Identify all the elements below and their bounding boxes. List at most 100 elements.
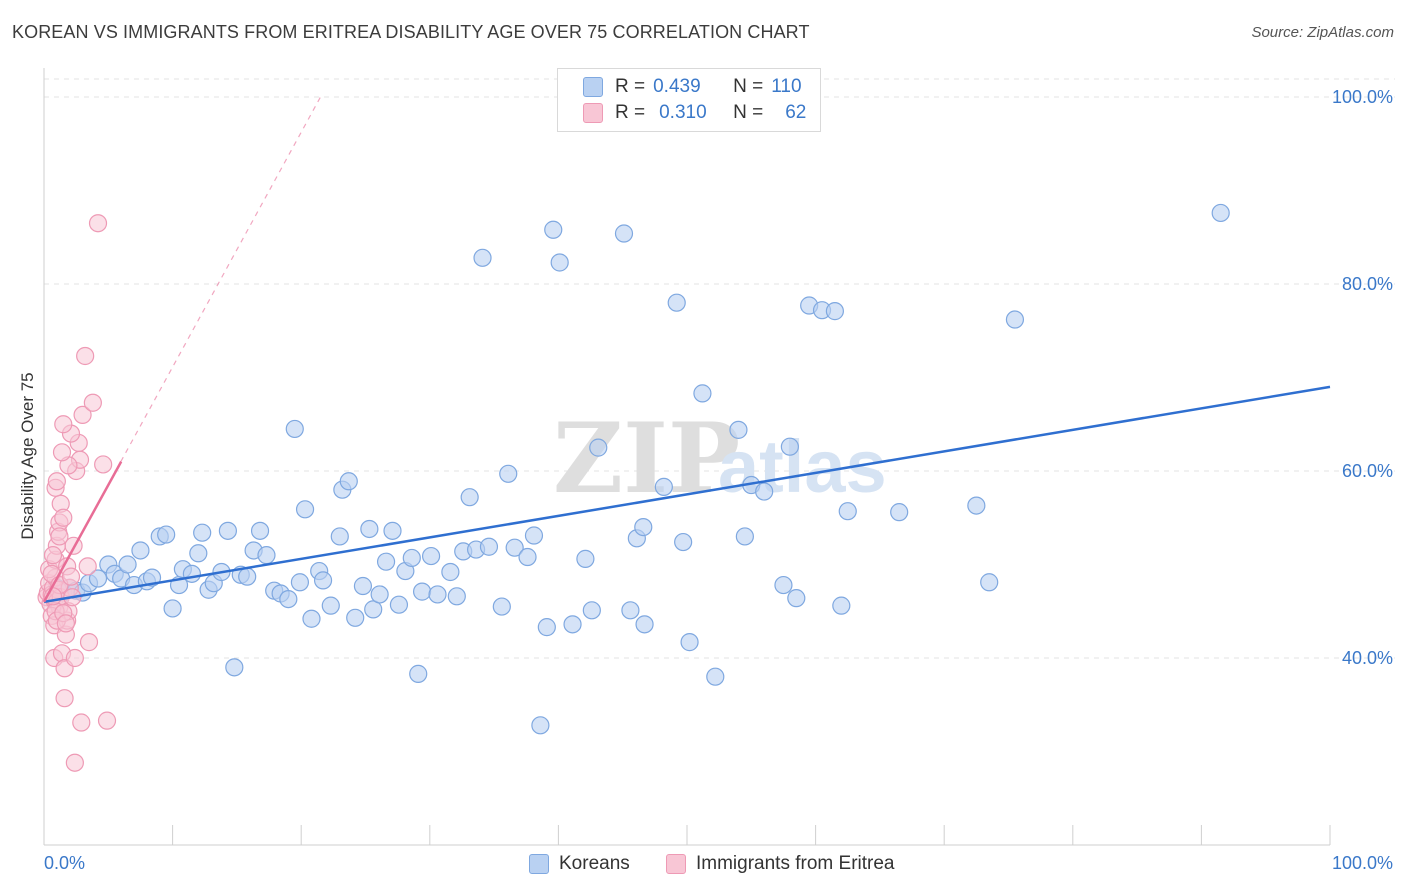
eritrea-point <box>54 508 73 527</box>
korean-point <box>563 615 582 634</box>
korean-point <box>693 384 712 403</box>
korean-point <box>346 608 365 627</box>
korean-point <box>360 519 379 539</box>
legend-swatch-eritrea <box>583 103 603 123</box>
korean-point <box>537 618 556 637</box>
eritrea-point <box>61 567 81 586</box>
korean-point <box>295 500 315 519</box>
korean-point <box>729 420 748 439</box>
y-tick-label: 80.0% <box>1342 274 1393 294</box>
korean-point <box>544 220 563 239</box>
legend-box: R = 0.439 N = 110 R = 0.310 N = 62 <box>557 68 821 132</box>
watermark: ZIP <box>553 402 740 515</box>
korean-point <box>131 541 150 560</box>
korean-point <box>492 597 511 616</box>
legend-n-value: 62 <box>785 102 807 123</box>
korean-point <box>780 437 799 456</box>
legend-swatch-koreans <box>583 77 603 97</box>
korean-point <box>832 596 851 615</box>
korean-point <box>290 573 310 592</box>
korean-point <box>250 521 270 540</box>
eritrea-point <box>55 689 74 708</box>
korean-point <box>402 548 421 568</box>
y-tick-label: 60.0% <box>1342 461 1393 481</box>
korean-point <box>88 569 108 588</box>
korean-point <box>193 523 212 542</box>
korean-point <box>890 503 909 522</box>
korean-point <box>531 716 550 735</box>
korean-point <box>674 532 693 552</box>
korean-point <box>614 224 634 243</box>
korean-point <box>473 248 492 267</box>
korean-point <box>409 664 428 683</box>
korean-point <box>163 599 182 618</box>
y-tick-label: 40.0% <box>1342 648 1393 668</box>
korean-point <box>142 568 162 587</box>
korean-point <box>550 253 569 272</box>
bottom-swatch-koreans <box>529 854 549 874</box>
legend-r-value: 0.310 <box>659 102 707 123</box>
legend-n-value: 110 <box>771 76 802 97</box>
bottom-legend-label: Immigrants from Eritrea <box>696 853 895 874</box>
eritrea-point <box>43 546 63 565</box>
eritrea-point <box>94 455 113 474</box>
korean-point <box>667 293 686 312</box>
legend-row-koreans: R = 0.439 N = 110 <box>583 75 802 99</box>
bottom-legend-label: Koreans <box>559 853 630 874</box>
korean-point <box>576 549 595 568</box>
korean-point <box>634 517 653 537</box>
korean-point <box>218 521 237 540</box>
bottom-legend-koreans: Koreans <box>529 852 630 876</box>
korean-point <box>421 546 441 566</box>
korean-trendline <box>43 385 1331 604</box>
eritrea-point <box>54 415 73 434</box>
korean-point <box>825 302 844 321</box>
korean-point <box>735 527 754 546</box>
korean-point <box>279 589 298 609</box>
eritrea-point <box>52 443 72 462</box>
korean-point <box>225 658 244 677</box>
korean-point <box>479 537 499 556</box>
korean-point <box>189 544 208 563</box>
korean-point <box>582 601 601 620</box>
korean-point <box>302 609 321 628</box>
legend-r-label: R = <box>615 102 646 123</box>
x-tick-label: 100.0% <box>1332 853 1393 873</box>
korean-point <box>635 615 654 634</box>
korean-point <box>412 582 432 601</box>
korean-point <box>706 667 725 686</box>
korean-point <box>654 477 673 496</box>
korean-point <box>441 562 460 582</box>
eritrea-point <box>47 472 66 491</box>
y-tick-label: 100.0% <box>1332 87 1393 107</box>
chart-title: KOREAN VS IMMIGRANTS FROM ERITREA DISABI… <box>12 22 810 42</box>
korean-point <box>1005 310 1025 329</box>
korean-point <box>364 600 383 619</box>
korean-point <box>621 601 640 620</box>
korean-point <box>980 573 999 592</box>
eritrea-point <box>65 648 84 668</box>
eritrea-point <box>79 633 99 652</box>
korean-point <box>787 589 806 608</box>
korean-point <box>967 496 986 515</box>
legend-r-value: 0.439 <box>653 76 701 97</box>
eritrea-point <box>83 393 102 412</box>
korean-point <box>428 585 447 604</box>
eritrea-point <box>50 527 69 546</box>
korean-point <box>257 546 276 565</box>
bottom-swatch-eritrea <box>666 854 686 874</box>
legend-row-eritrea: R = 0.310 N = 62 <box>583 101 806 125</box>
korean-point <box>524 526 544 545</box>
eritrea-point <box>72 713 91 732</box>
korean-point <box>157 525 176 544</box>
eritrea-point <box>76 346 95 366</box>
korean-point <box>447 587 466 606</box>
korean-point <box>680 633 699 652</box>
korean-point <box>339 472 358 491</box>
legend-n-label: N = <box>733 102 764 123</box>
korean-point <box>505 538 524 557</box>
eritrea-point <box>73 405 92 424</box>
korean-point <box>313 571 333 590</box>
korean-point <box>370 585 389 604</box>
